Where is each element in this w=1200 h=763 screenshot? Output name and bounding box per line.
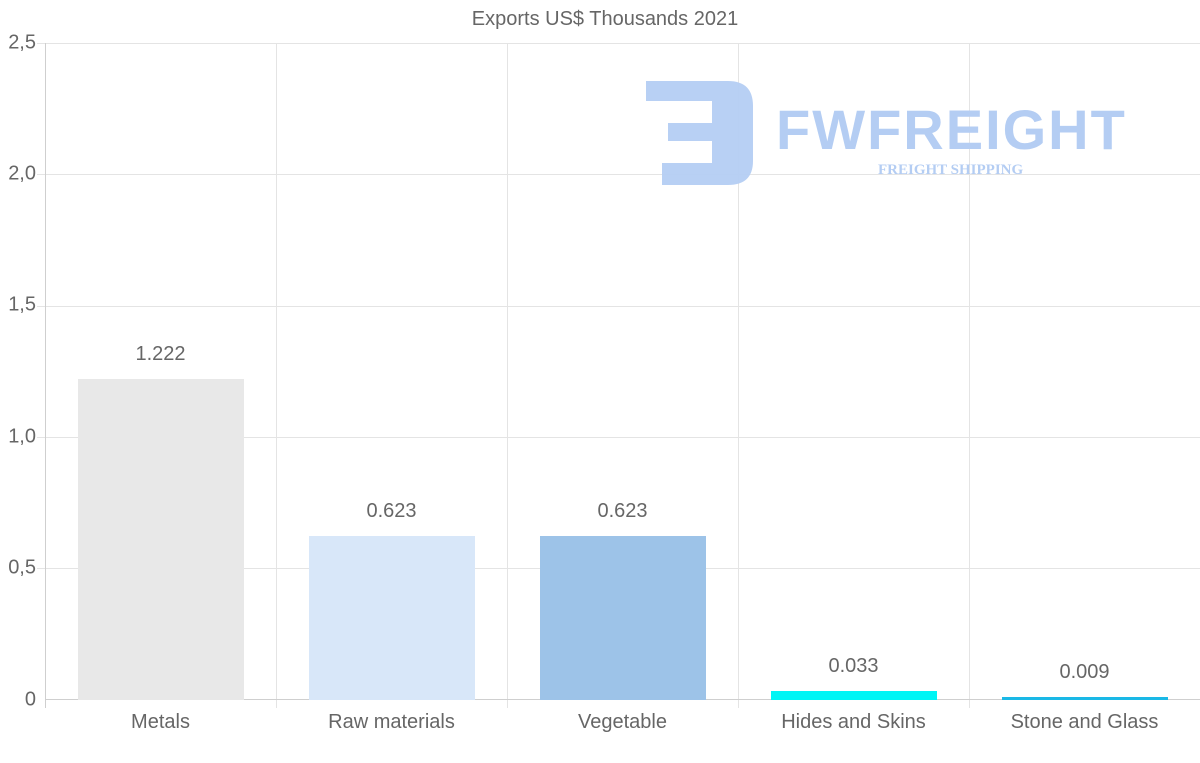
gridline-1-0 [37, 437, 1200, 438]
bar-metals[interactable] [77, 378, 244, 700]
vgrid-3 [738, 43, 739, 708]
bar-stone-and-glass[interactable] [1001, 697, 1168, 700]
value-label: 0.033 [828, 655, 879, 678]
bar-hides-and-skins[interactable] [770, 691, 937, 700]
y-tick: 2,5 [8, 31, 36, 54]
y-axis [45, 43, 46, 708]
x-tick-label: Hides and Skins [781, 711, 926, 733]
x-tick-label: Vegetable [578, 711, 667, 733]
svg-text:FWFREIGHT: FWFREIGHT [776, 98, 1127, 161]
value-label: 0.009 [1059, 661, 1110, 683]
y-tick: 0,5 [8, 556, 36, 579]
y-tick: 1,5 [8, 293, 36, 316]
vgrid-2 [507, 43, 508, 708]
svg-text:FREIGHT SHIPPING: FREIGHT SHIPPING [878, 162, 1023, 178]
chart-title: Exports US$ Thousands 2021 [471, 8, 739, 30]
x-tick-label: Stone and Glass [1010, 711, 1159, 733]
value-label: 0.623 [597, 500, 648, 523]
x-tick-label: Metals [131, 711, 190, 733]
x-tick-label: Raw materials [328, 711, 455, 733]
fwfreight-logo-watermark: FWFREIGHT FREIGHT SHIPPING [646, 81, 1127, 185]
vgrid-4 [969, 43, 970, 708]
bar-raw-materials[interactable] [308, 536, 475, 700]
value-label: 0.623 [366, 500, 417, 523]
gridline-2-5 [37, 43, 1200, 44]
gridline-1-5 [37, 306, 1200, 307]
value-label: 1.222 [135, 342, 186, 365]
bar-vegetable[interactable] [539, 536, 706, 700]
vgrid-1 [276, 43, 277, 708]
y-tick: 1,0 [8, 425, 36, 448]
gridline-2-0 [37, 174, 1200, 175]
y-tick: 0 [24, 688, 36, 711]
y-tick: 2,0 [8, 162, 36, 185]
